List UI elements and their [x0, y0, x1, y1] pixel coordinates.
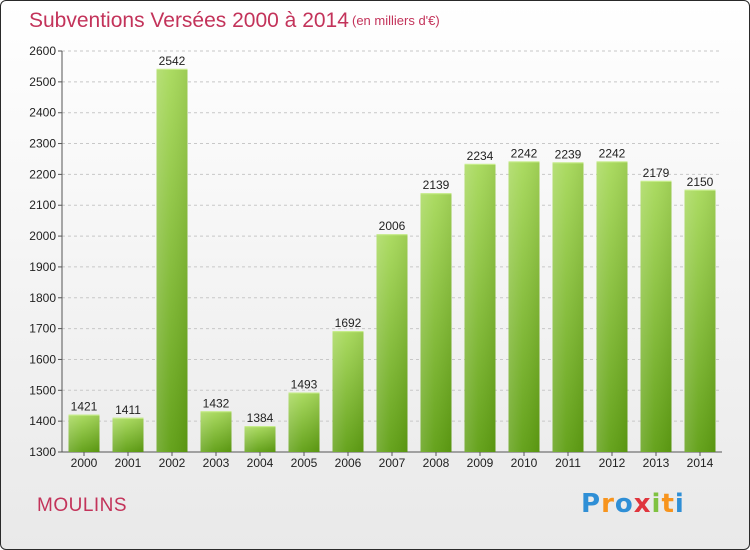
- y-tick-label: 1800: [29, 291, 56, 305]
- bar-value-label: 2242: [599, 146, 626, 160]
- bar-highlight: [376, 234, 408, 452]
- chart-subtitle: (en milliers d'€): [352, 13, 440, 28]
- bar-value-label: 1411: [115, 403, 141, 417]
- data-labels: 1421 2000 1411 2001 2542 2002 1432 2003 1384 2004…: [71, 54, 714, 470]
- bar-value-label: 2006: [379, 219, 406, 233]
- bar-value-label: 2242: [511, 146, 538, 160]
- logo-letter: t: [661, 489, 675, 519]
- bar-highlight: [244, 426, 276, 452]
- logo-letter: x: [633, 489, 652, 519]
- y-tick-label: 2300: [29, 137, 56, 151]
- bar-value-label: 1421: [71, 400, 98, 414]
- y-tick-label: 1500: [29, 383, 56, 397]
- axes: 1300 1400 1500 1600 1700 1800 1900 2000 2100 2200…: [29, 44, 722, 459]
- bar-highlight: [596, 161, 628, 452]
- bar-highlight: [200, 411, 232, 452]
- bar-value-label: 1692: [335, 316, 362, 330]
- bar-value-label: 1432: [203, 396, 230, 410]
- bar-highlight: [508, 161, 540, 452]
- bar-value-label: 2239: [555, 147, 582, 161]
- bar-highlight: [68, 414, 100, 452]
- y-tick-label: 2400: [29, 106, 56, 120]
- bar-value-label: 2234: [467, 149, 494, 163]
- logo-letter: i: [651, 489, 662, 519]
- bar-highlight: [288, 392, 320, 452]
- bar-highlight: [464, 163, 496, 453]
- y-tick-label: 1600: [29, 352, 56, 366]
- x-tick-label: 2011: [555, 456, 581, 470]
- x-tick-label: 2010: [511, 456, 538, 470]
- y-tick-label: 2100: [29, 198, 56, 212]
- y-tick-label: 1900: [29, 260, 56, 274]
- x-tick-label: 2003: [203, 456, 230, 470]
- y-tick-label: 1400: [29, 414, 56, 428]
- bar-value-label: 2542: [159, 54, 186, 68]
- bar-highlight: [552, 162, 584, 452]
- x-tick-label: 2006: [335, 456, 362, 470]
- proxiti-logo[interactable]: Proxiti: [581, 489, 685, 519]
- logo-letter: P: [581, 489, 602, 519]
- y-tick-label: 1700: [29, 322, 56, 336]
- x-tick-label: 2009: [467, 456, 494, 470]
- bar-highlight: [156, 68, 188, 452]
- logo-letter: i: [674, 489, 685, 519]
- x-tick-label: 2008: [423, 456, 450, 470]
- bar-value-label: 2179: [643, 166, 670, 180]
- bar-highlight: [640, 180, 672, 452]
- x-tick-label: 2000: [71, 456, 98, 470]
- x-tick-label: 2012: [599, 456, 626, 470]
- bar-value-label: 1493: [291, 377, 318, 391]
- y-tick-label: 2200: [29, 167, 56, 181]
- x-tick-label: 2007: [379, 456, 406, 470]
- x-tick-label: 2013: [643, 456, 670, 470]
- y-tick-label: 1300: [29, 445, 56, 459]
- bar-highlight: [332, 331, 364, 452]
- bar-highlight: [684, 189, 716, 453]
- logo-letter: r: [601, 489, 615, 519]
- x-tick-label: 2014: [687, 456, 714, 470]
- x-tick-label: 2002: [159, 456, 186, 470]
- y-tick-label: 2500: [29, 75, 56, 89]
- bar-highlight: [420, 193, 452, 452]
- x-tick-label: 2001: [115, 456, 142, 470]
- bar-highlight: [112, 417, 144, 452]
- chart-title: Subventions Versées 2000 à 2014: [29, 9, 349, 32]
- bar-value-label: 1384: [247, 411, 274, 425]
- logo-letter: o: [614, 489, 634, 519]
- commune-name: MOULINS: [37, 495, 128, 516]
- bar-value-label: 2150: [687, 175, 714, 189]
- x-tick-label: 2004: [247, 456, 274, 470]
- bars: [68, 68, 716, 453]
- y-tick-label: 2000: [29, 229, 56, 243]
- bar-value-label: 2139: [423, 178, 450, 192]
- x-tick-label: 2005: [291, 456, 318, 470]
- y-tick-label: 2600: [29, 44, 56, 58]
